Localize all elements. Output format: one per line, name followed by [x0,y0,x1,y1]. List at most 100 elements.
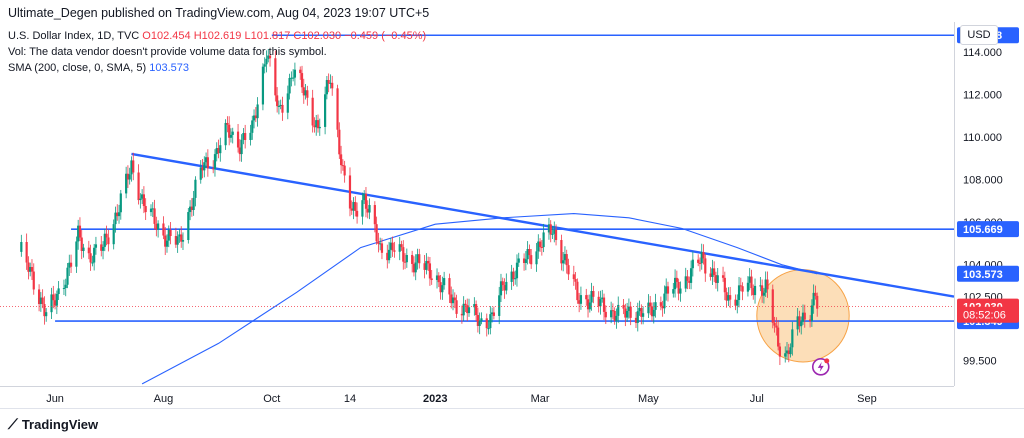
candle-body [448,278,451,295]
candle-body [684,276,687,289]
candle-body [524,259,527,263]
candle-body [714,275,718,283]
candle-body [709,273,712,277]
candle-body [231,131,234,135]
candle-body [117,212,121,217]
candle-body [149,208,153,213]
currency-button[interactable]: USD [960,25,998,45]
tradingview-logo[interactable]: ⟋ TradingView [8,416,98,433]
candle-body [665,286,668,294]
candle-body [57,288,60,295]
candle-body [50,294,53,313]
candle-body [453,297,456,301]
candle-body [355,210,359,217]
candle-body [361,200,364,217]
candle-body [386,252,389,261]
candle-body [274,58,277,96]
candle-body [784,353,787,357]
candle-body [617,304,620,316]
candle-body [315,120,318,128]
candle-body [611,310,615,312]
candle-body [764,279,767,293]
price-tick-label: 108.000 [963,175,1003,187]
candle-body [331,82,334,89]
time-axis[interactable]: Jun Aug Oct 14 2023 Mar May Jul Sep [0,386,954,409]
price-axis[interactable]: 99.500102.500104.000106.000108.000110.00… [954,22,1024,386]
candle-body [354,202,357,211]
candle-body [796,316,799,330]
candle-body [141,194,144,199]
candle-body [29,267,32,272]
candle-body [137,172,140,201]
candle-body [810,305,813,321]
legend-open: O102.454 [142,30,191,42]
candle-body [491,312,494,315]
price-tick-label: 112.000 [963,89,1002,101]
candle-body [126,173,130,180]
candle-body [622,304,625,309]
candle-body [522,258,526,263]
candle-body [563,254,567,261]
candle-body [574,279,577,282]
notification-dot-icon [824,358,830,364]
candle-body [391,242,394,251]
candle-body [572,274,575,280]
lightning-bolt-icon [817,361,824,372]
candle-body [281,104,284,113]
candle-body [68,262,71,268]
descending-trendline [131,152,955,298]
candle-body [762,292,766,296]
candle-body [535,251,538,265]
candle-body [103,233,106,247]
candle-body [473,304,476,308]
candle-body [201,167,204,171]
candle-body [736,300,739,306]
candle-body [443,278,446,286]
time-tick-label: Mar [531,393,550,405]
candle-body [366,208,369,213]
candle-body [75,241,78,267]
candle-body [224,122,227,146]
candle-body [649,302,652,307]
candle-body [430,278,433,280]
candle-body [318,126,321,129]
price-chart[interactable] [0,22,955,386]
candle-body [501,281,504,286]
candle-body [139,198,142,201]
candle-body [803,312,806,320]
candle-body [515,262,519,279]
price-tick-label: 99.500 [963,355,997,367]
candle-body [425,260,428,270]
footer: ⟋ TradingView [0,408,1024,438]
time-axis-svg: Jun Aug Oct 14 2023 Mar May Jul Sep [46,393,877,405]
candle-body [380,243,384,253]
candle-body [268,55,272,59]
candle-body [217,148,220,154]
candle-body [592,291,595,297]
candle-body [403,261,407,263]
candle-body [686,276,689,281]
candle-body [89,253,92,263]
tv-brand-text: TradingView [21,417,99,432]
candle-body [25,241,28,263]
candle-body [675,277,678,282]
candle-body [588,302,591,310]
candle-body [398,244,401,252]
candle-body [691,259,694,269]
candle-body [292,77,295,79]
plot-area[interactable] [0,22,955,386]
candle-body [302,87,305,96]
candle-body [400,244,403,248]
tv-logo-icon: ⟋ [8,416,18,432]
candle-body [476,315,479,326]
candle-body [713,268,716,276]
candle-body [151,208,154,210]
candle-body [125,173,128,194]
candle-body [766,279,769,290]
candle-body [249,132,252,141]
candle-body [647,302,650,314]
candle-body [636,311,639,323]
candle-body [256,104,259,119]
candle-body [176,236,179,245]
candle-body [363,193,366,201]
